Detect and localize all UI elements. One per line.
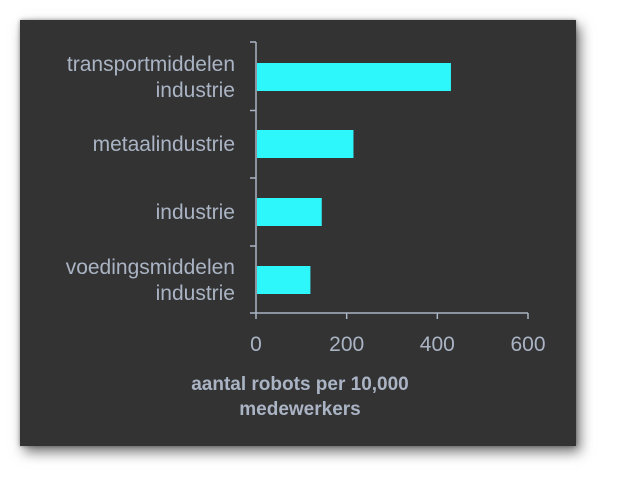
x-axis-title-0: aantal robots per 10,000 <box>191 374 409 395</box>
x-axis-title-1: medewerkers <box>239 399 360 420</box>
bar-chart: transportmiddelen industrie metaalindustri… <box>66 41 546 420</box>
x-tick-label-3: 600 <box>510 333 545 356</box>
category-label-3-1: industrie <box>156 282 235 305</box>
bar-3 <box>257 266 311 294</box>
category-label-1-0: metaalindustrie <box>93 133 235 156</box>
bar-0 <box>257 63 451 91</box>
x-tick-label-0: 0 <box>250 333 262 356</box>
bar-1 <box>257 130 354 158</box>
chart-frame: transportmiddelen industrie metaalindustri… <box>20 20 576 446</box>
category-label-0-0: transportmiddelen <box>67 53 235 76</box>
category-label-0-1: industrie <box>156 79 235 102</box>
bar-2 <box>257 198 322 226</box>
category-label-3-0: voedingsmiddelen <box>66 256 235 279</box>
x-tick-label-1: 200 <box>329 333 364 356</box>
category-label-2-0: industrie <box>156 201 235 224</box>
x-tick-label-2: 400 <box>420 333 455 356</box>
